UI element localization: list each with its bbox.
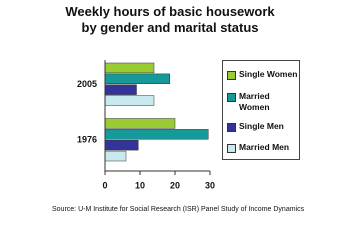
y-tick-label: 1976 [77, 135, 97, 145]
legend-item: Single Men [227, 121, 299, 132]
legend-swatch [227, 123, 236, 132]
legend-swatch [227, 71, 236, 80]
x-tick-label: 10 [135, 180, 145, 190]
x-tick-label: 0 [102, 180, 107, 190]
bar [104, 150, 127, 162]
bar [104, 140, 139, 151]
legend-label: Married Women [239, 91, 270, 112]
legend: Single Women Married Women Single Men Marri… [222, 60, 300, 160]
legend-item: Married Men [227, 142, 299, 153]
bar [104, 73, 170, 84]
bar [104, 95, 155, 106]
legend-swatch [227, 144, 236, 153]
legend-label: Single Women [239, 69, 298, 79]
legend-item: Single Women [227, 69, 299, 80]
bar [104, 118, 176, 129]
chart: 0 10 20 30 2005 1976 [77, 60, 215, 190]
legend-label: Single Men [239, 121, 284, 131]
legend-label: Married Men [239, 142, 290, 152]
source-note: Source: U-M Institute for Social Researc… [52, 206, 305, 213]
bar [104, 129, 209, 140]
x-tick-label: 20 [170, 180, 180, 190]
bar [104, 62, 155, 74]
y-tick-label: 2005 [77, 79, 97, 89]
legend-item: Married Women [227, 91, 299, 113]
bar [104, 84, 137, 95]
page: 0 10 20 30 2005 1976 Weekly hours of basic ho… [52, 4, 305, 213]
legend-swatch [227, 93, 236, 102]
chart-title: Weekly hours of basic housework by gende… [65, 4, 275, 35]
x-tick-label: 30 [205, 180, 215, 190]
